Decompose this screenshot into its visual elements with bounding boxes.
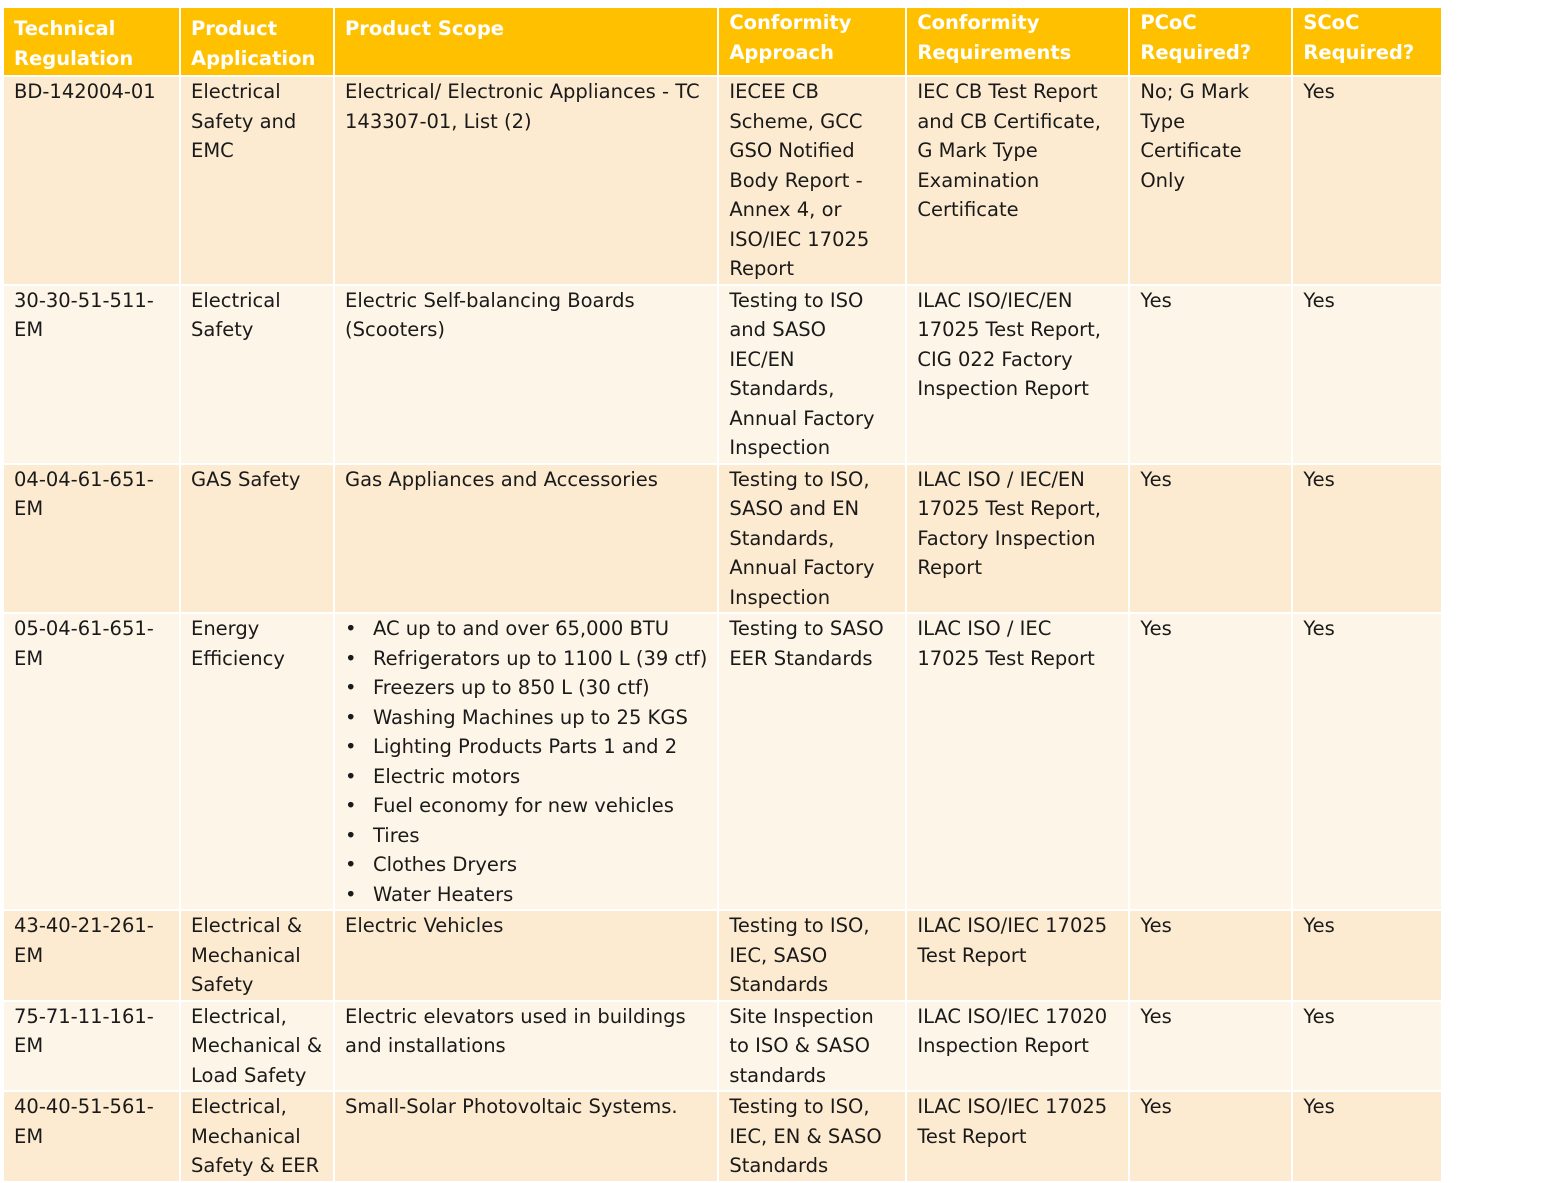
cell-approach: Testing to ISO, IEC, EN & SASO Standards [719, 1092, 906, 1181]
cell-approach: IECEE CB Scheme, GCC GSO Notified Body R… [719, 77, 906, 284]
header-conformity-approach: Conformity Approach [719, 8, 906, 75]
cell-approach: Testing to SASO EER Standards [719, 614, 906, 909]
list-item: AC up to and over 65,000 BTU [345, 614, 707, 644]
cell-scoc: Yes [1293, 1092, 1442, 1181]
cell-scoc: Yes [1293, 614, 1442, 909]
cell-requirements: ILAC ISO / IEC/EN 17025 Test Report, Fac… [907, 464, 1129, 612]
cell-pcoc: Yes [1130, 285, 1292, 463]
cell-scope: Gas Appliances and Accessories [335, 464, 718, 612]
cell-scope: Electric elevators used in buildings and… [335, 1001, 718, 1090]
cell-pcoc: Yes [1130, 614, 1292, 909]
scope-bullet-list: AC up to and over 65,000 BTU Refrigerato… [345, 614, 707, 909]
cell-requirements: IEC CB Test Report and CB Certificate, G… [907, 77, 1129, 284]
cell-requirements: ILAC ISO/IEC 17020 Inspection Report [907, 1001, 1129, 1090]
cell-application: Electrical, Mechanical & Load Safety [181, 1001, 333, 1090]
cell-pcoc: Yes [1130, 911, 1292, 1000]
list-item: Lighting Products Parts 1 and 2 [345, 732, 707, 762]
cell-requirements: ILAC ISO/IEC/EN 17025 Test Report, CIG 0… [907, 285, 1129, 463]
cell-approach: Testing to ISO and SASO IEC/EN Standards… [719, 285, 906, 463]
cell-application: Electrical Safety and EMC [181, 77, 333, 284]
table-row: BD-142004-01 Electrical Safety and EMC E… [4, 77, 1442, 284]
cell-application: Electrical, Mechanical Safety & EER [181, 1092, 333, 1181]
header-technical-regulation: Technical Regulation [4, 8, 179, 75]
cell-application: GAS Safety [181, 464, 333, 612]
header-conformity-requirements: Conformity Requirements [907, 8, 1129, 75]
cell-application: Electrical Safety [181, 285, 333, 463]
cell-regulation: 40-40-51-561-EM [4, 1092, 179, 1181]
conformity-table: Technical Regulation Product Application… [2, 6, 1443, 1183]
header-scoc-required: SCoC Required? [1293, 8, 1442, 75]
cell-regulation: 43-40-21-261-EM [4, 911, 179, 1000]
table-row: 43-40-21-261-EM Electrical & Mechanical … [4, 911, 1442, 1000]
cell-pcoc: No; G Mark Type Certificate Only [1130, 77, 1292, 284]
cell-approach: Site Inspection to ISO & SASO standards [719, 1001, 906, 1090]
table-row: 04-04-61-651-EM GAS Safety Gas Appliance… [4, 464, 1442, 612]
cell-approach: Testing to ISO, IEC, SASO Standards [719, 911, 906, 1000]
cell-scope: Electric Self-balancing Boards (Scooters… [335, 285, 718, 463]
header-pcoc-required: PCoC Required? [1130, 8, 1292, 75]
list-item: Water Heaters [345, 880, 707, 910]
list-item: Washing Machines up to 25 KGS [345, 703, 707, 733]
table-row: 05-04-61-651-EM Energy Efficiency AC up … [4, 614, 1442, 909]
cell-scope: Electrical/ Electronic Appliances - TC 1… [335, 77, 718, 284]
cell-requirements: ILAC ISO / IEC 17025 Test Report [907, 614, 1129, 909]
cell-scope: AC up to and over 65,000 BTU Refrigerato… [335, 614, 718, 909]
cell-scoc: Yes [1293, 1001, 1442, 1090]
cell-regulation: 05-04-61-651-EM [4, 614, 179, 909]
cell-requirements: ILAC ISO/IEC 17025 Test Report [907, 911, 1129, 1000]
cell-regulation: BD-142004-01 [4, 77, 179, 284]
list-item: Electric motors [345, 762, 707, 792]
cell-scoc: Yes [1293, 464, 1442, 612]
cell-scoc: Yes [1293, 77, 1442, 284]
cell-requirements: ILAC ISO/IEC 17025 Test Report [907, 1092, 1129, 1181]
table-row: 40-40-51-561-EM Electrical, Mechanical S… [4, 1092, 1442, 1181]
cell-scope: Electric Vehicles [335, 911, 718, 1000]
list-item: Fuel economy for new vehicles [345, 791, 707, 821]
header-row: Technical Regulation Product Application… [4, 8, 1442, 75]
list-item: Clothes Dryers [345, 850, 707, 880]
cell-approach: Testing to ISO, SASO and EN Standards, A… [719, 464, 906, 612]
list-item: Refrigerators up to 1100 L (39 ctf) [345, 644, 707, 674]
conformity-table-wrapper: Technical Regulation Product Application… [2, 6, 1443, 1183]
cell-scoc: Yes [1293, 285, 1442, 463]
table-row: 30-30-51-511-EM Electrical Safety Electr… [4, 285, 1442, 463]
table-row: 75-71-11-161-EM Electrical, Mechanical &… [4, 1001, 1442, 1090]
cell-pcoc: Yes [1130, 1092, 1292, 1181]
cell-application: Electrical & Mechanical Safety [181, 911, 333, 1000]
header-product-application: Product Application [181, 8, 333, 75]
cell-pcoc: Yes [1130, 1001, 1292, 1090]
cell-pcoc: Yes [1130, 464, 1292, 612]
cell-regulation: 04-04-61-651-EM [4, 464, 179, 612]
cell-scope: Small-Solar Photovoltaic Systems. [335, 1092, 718, 1181]
cell-regulation: 30-30-51-511-EM [4, 285, 179, 463]
header-product-scope: Product Scope [335, 8, 718, 75]
cell-scoc: Yes [1293, 911, 1442, 1000]
cell-application: Energy Efficiency [181, 614, 333, 909]
cell-regulation: 75-71-11-161-EM [4, 1001, 179, 1090]
list-item: Freezers up to 850 L (30 ctf) [345, 673, 707, 703]
list-item: Tires [345, 821, 707, 851]
